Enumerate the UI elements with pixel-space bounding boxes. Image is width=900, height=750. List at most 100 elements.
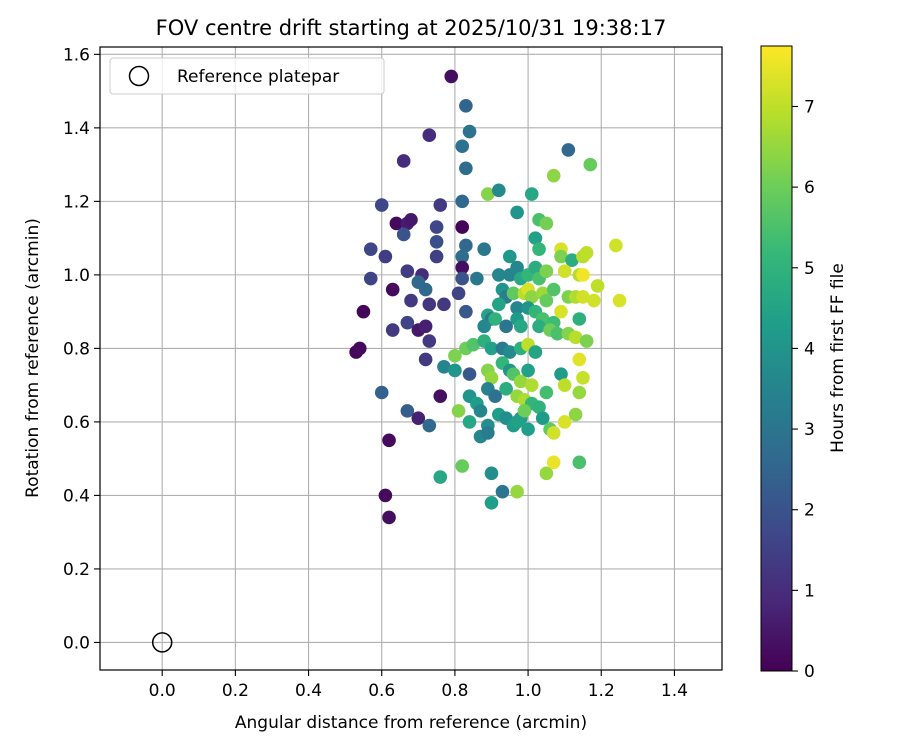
x-tick-label: 1.2 <box>588 681 615 701</box>
data-point <box>609 238 623 253</box>
data-point <box>612 293 627 308</box>
data-point <box>462 367 477 381</box>
y-tick-label: 0.0 <box>63 633 90 653</box>
data-point <box>572 352 587 367</box>
data-point <box>418 282 433 297</box>
data-point <box>455 459 470 473</box>
data-point <box>524 378 539 392</box>
data-point <box>532 319 546 334</box>
data-point <box>451 286 466 301</box>
colorbar-tick-label: 6 <box>804 178 815 198</box>
legend-box <box>109 57 385 95</box>
data-point <box>488 312 502 326</box>
data-point <box>557 415 572 429</box>
x-tick-label: 0.6 <box>368 681 395 701</box>
data-point <box>587 293 601 308</box>
data-point <box>400 315 415 330</box>
data-point <box>568 330 583 345</box>
data-point <box>382 510 396 525</box>
data-point <box>418 319 433 334</box>
data-point <box>502 249 517 264</box>
data-point <box>455 271 470 286</box>
data-point <box>576 370 590 385</box>
x-tick-label: 1.4 <box>661 681 688 701</box>
data-point <box>513 319 528 334</box>
data-point <box>422 418 437 433</box>
data-point <box>459 304 473 319</box>
data-point <box>557 378 572 392</box>
data-point <box>400 264 415 279</box>
data-point <box>492 268 506 282</box>
data-point <box>513 374 528 389</box>
data-point <box>546 455 561 470</box>
data-point <box>554 304 568 319</box>
data-point <box>356 304 371 319</box>
data-point <box>363 271 378 286</box>
colorbar-tick-label: 2 <box>804 501 815 521</box>
data-point <box>539 216 554 231</box>
data-point <box>510 205 524 220</box>
y-tick-label: 1.6 <box>63 45 90 65</box>
x-axis-label: Angular distance from reference (arcmin) <box>235 713 587 733</box>
colorbar-tick-label: 4 <box>804 339 815 359</box>
data-point <box>532 242 546 256</box>
data-point <box>363 242 378 256</box>
data-point <box>510 415 524 429</box>
data-point <box>576 268 590 282</box>
data-point <box>572 312 587 326</box>
data-point <box>528 260 543 275</box>
data-point <box>517 404 532 418</box>
data-point <box>400 404 415 418</box>
data-point <box>524 187 539 201</box>
data-point <box>535 411 550 426</box>
data-point <box>546 426 561 440</box>
data-point <box>433 389 448 403</box>
data-point <box>437 359 451 374</box>
data-point <box>477 242 491 256</box>
data-point <box>404 212 418 227</box>
data-point <box>495 484 510 499</box>
data-point <box>422 297 437 312</box>
scatter-points <box>349 69 627 525</box>
data-point <box>481 187 495 201</box>
x-tick-label: 1.0 <box>515 681 542 701</box>
data-point <box>506 286 521 301</box>
data-point <box>484 466 499 481</box>
colorbar-ticks: 0 1 2 3 4 5 6 7 <box>792 97 815 682</box>
grid <box>100 47 722 670</box>
data-point <box>352 341 367 356</box>
data-point <box>422 128 437 143</box>
legend-label: Reference platepar <box>177 67 339 87</box>
plot-frame <box>99 46 723 671</box>
data-point <box>546 168 561 183</box>
data-point <box>572 385 587 400</box>
data-point <box>539 293 554 308</box>
colorbar-tick-label: 0 <box>804 662 815 682</box>
data-point <box>455 220 470 234</box>
data-point <box>528 231 543 245</box>
data-point <box>539 264 554 279</box>
reference-platepar-marker <box>151 632 173 653</box>
data-point <box>576 290 590 304</box>
data-point <box>499 319 513 334</box>
colorbar-tick-label: 3 <box>804 420 815 440</box>
data-point <box>378 249 393 264</box>
data-point <box>389 216 404 231</box>
data-point <box>579 246 594 260</box>
data-point <box>433 470 448 484</box>
data-point <box>437 297 451 312</box>
data-point <box>510 260 524 275</box>
data-point <box>374 198 389 212</box>
data-point <box>455 194 470 209</box>
colorbar <box>760 45 793 672</box>
data-point <box>546 282 561 297</box>
data-point <box>572 455 587 470</box>
data-point <box>459 99 473 113</box>
data-point <box>418 352 433 367</box>
y-tick-label: 1.0 <box>63 266 90 286</box>
data-point <box>539 385 554 400</box>
data-point <box>473 404 488 418</box>
x-tick-label: 0.4 <box>295 681 322 701</box>
data-point <box>455 249 470 264</box>
